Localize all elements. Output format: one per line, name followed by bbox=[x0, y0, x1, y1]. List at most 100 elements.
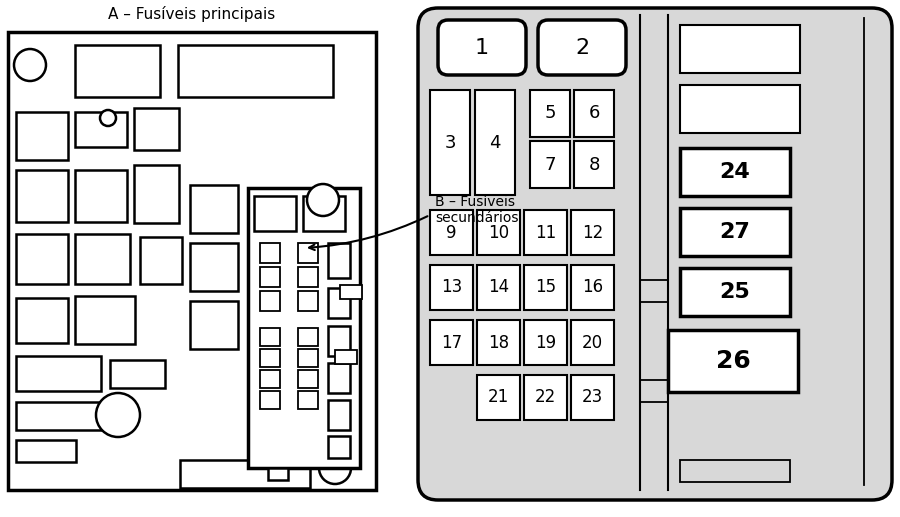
Bar bbox=[75, 234, 130, 284]
Text: 26: 26 bbox=[716, 349, 751, 373]
Bar bbox=[680, 148, 790, 196]
Bar bbox=[268, 468, 288, 480]
Bar bbox=[571, 320, 614, 365]
Bar bbox=[680, 25, 800, 73]
Bar bbox=[180, 460, 310, 488]
Bar bbox=[303, 196, 345, 231]
Bar bbox=[298, 349, 318, 367]
Text: 3: 3 bbox=[445, 133, 455, 151]
Bar bbox=[260, 328, 280, 346]
Bar bbox=[574, 90, 614, 137]
Text: 7: 7 bbox=[544, 156, 556, 174]
Bar bbox=[328, 326, 350, 356]
Bar bbox=[430, 210, 473, 255]
FancyBboxPatch shape bbox=[418, 8, 892, 500]
Bar bbox=[524, 320, 567, 365]
Bar bbox=[298, 267, 318, 287]
Bar bbox=[75, 170, 127, 222]
Bar bbox=[16, 356, 101, 391]
Bar bbox=[298, 243, 318, 263]
Bar bbox=[298, 291, 318, 311]
Bar bbox=[571, 375, 614, 420]
Text: 9: 9 bbox=[446, 223, 456, 241]
Bar bbox=[571, 265, 614, 310]
Bar bbox=[260, 370, 280, 388]
Bar bbox=[475, 90, 515, 195]
Bar bbox=[680, 268, 790, 316]
Text: 22: 22 bbox=[535, 388, 556, 406]
Text: 2: 2 bbox=[575, 38, 590, 57]
Text: 16: 16 bbox=[582, 279, 603, 297]
Bar bbox=[430, 90, 470, 195]
Bar bbox=[524, 265, 567, 310]
Text: 25: 25 bbox=[720, 282, 751, 302]
Bar bbox=[328, 288, 350, 318]
Bar bbox=[640, 280, 668, 302]
Text: 10: 10 bbox=[488, 223, 509, 241]
Bar bbox=[8, 32, 376, 490]
Bar bbox=[16, 170, 68, 222]
Text: 14: 14 bbox=[488, 279, 509, 297]
Bar bbox=[328, 400, 350, 430]
Bar bbox=[134, 108, 179, 150]
Bar bbox=[477, 375, 520, 420]
Text: 18: 18 bbox=[488, 333, 509, 352]
Bar bbox=[328, 243, 350, 278]
Text: 8: 8 bbox=[589, 156, 599, 174]
Text: 21: 21 bbox=[488, 388, 509, 406]
Bar bbox=[140, 237, 182, 284]
Text: 17: 17 bbox=[441, 333, 462, 352]
Text: 5: 5 bbox=[544, 104, 556, 123]
Bar bbox=[75, 112, 127, 147]
Bar bbox=[260, 349, 280, 367]
Circle shape bbox=[307, 184, 339, 216]
Text: 4: 4 bbox=[490, 133, 500, 151]
Bar bbox=[430, 320, 473, 365]
Bar bbox=[75, 296, 135, 344]
Bar bbox=[477, 265, 520, 310]
Bar bbox=[680, 460, 790, 482]
Text: 24: 24 bbox=[720, 162, 751, 182]
Bar bbox=[524, 210, 567, 255]
Bar bbox=[16, 234, 68, 284]
Circle shape bbox=[319, 452, 351, 484]
Text: 6: 6 bbox=[589, 104, 599, 123]
Bar bbox=[260, 391, 280, 409]
Bar bbox=[340, 285, 362, 299]
Circle shape bbox=[14, 49, 46, 81]
Bar bbox=[190, 185, 238, 233]
Text: 11: 11 bbox=[535, 223, 556, 241]
Bar bbox=[260, 243, 280, 263]
Bar bbox=[328, 363, 350, 393]
FancyBboxPatch shape bbox=[538, 20, 626, 75]
Text: 1: 1 bbox=[475, 38, 489, 57]
Bar bbox=[335, 350, 357, 364]
Bar bbox=[298, 391, 318, 409]
Bar bbox=[190, 243, 238, 291]
Bar bbox=[530, 141, 570, 188]
Bar bbox=[668, 330, 798, 392]
Bar bbox=[110, 360, 165, 388]
Bar bbox=[190, 301, 238, 349]
Bar bbox=[16, 298, 68, 343]
Bar bbox=[477, 210, 520, 255]
Bar bbox=[298, 328, 318, 346]
Bar bbox=[260, 267, 280, 287]
Bar bbox=[640, 380, 668, 402]
Bar bbox=[477, 320, 520, 365]
Bar bbox=[530, 90, 570, 137]
Text: 27: 27 bbox=[720, 222, 751, 242]
Text: A – Fusíveis principais: A – Fusíveis principais bbox=[108, 6, 275, 22]
FancyBboxPatch shape bbox=[438, 20, 526, 75]
Bar bbox=[134, 165, 179, 223]
Bar bbox=[260, 291, 280, 311]
Text: 15: 15 bbox=[535, 279, 556, 297]
Bar bbox=[16, 112, 68, 160]
Bar bbox=[16, 402, 101, 430]
Bar bbox=[574, 141, 614, 188]
Bar bbox=[524, 375, 567, 420]
Bar bbox=[571, 210, 614, 255]
Text: 20: 20 bbox=[582, 333, 603, 352]
Bar bbox=[680, 85, 800, 133]
Bar bbox=[254, 196, 296, 231]
